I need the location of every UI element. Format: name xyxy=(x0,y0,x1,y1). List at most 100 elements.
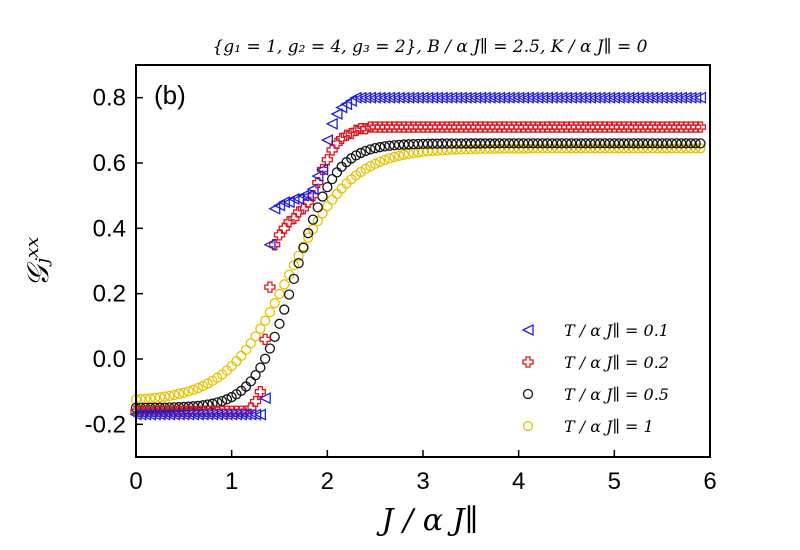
data-point xyxy=(240,344,252,356)
legend-label: T / α J∥ = 0.2 xyxy=(564,353,669,372)
data-point xyxy=(389,151,400,163)
data-point xyxy=(695,138,706,149)
data-point xyxy=(316,163,329,176)
legend: T / α J∥ = 0.1 T / α J∥ = 0.2 T / α J∥ = 0… xyxy=(521,321,669,436)
data-point xyxy=(379,141,390,152)
data-point xyxy=(417,146,429,158)
data-point xyxy=(249,408,262,421)
data-point xyxy=(292,206,305,218)
data-point xyxy=(374,142,386,153)
data-point xyxy=(316,163,329,176)
data-point xyxy=(254,386,267,398)
data-point xyxy=(154,392,166,403)
x-tick-label: 5 xyxy=(608,468,621,495)
data-point xyxy=(164,390,175,402)
x-tick-label: 6 xyxy=(703,468,716,495)
data-point xyxy=(365,161,376,172)
legend-label: T / α J∥ = 1 xyxy=(564,417,654,436)
data-point xyxy=(297,203,310,215)
data-point xyxy=(374,156,386,167)
data-point xyxy=(274,288,285,300)
data-point xyxy=(322,201,333,212)
data-point xyxy=(245,376,256,387)
data-point xyxy=(303,228,314,239)
data-point xyxy=(259,333,271,346)
data-point xyxy=(325,117,338,130)
x-tick-label: 0 xyxy=(129,468,142,495)
data-point xyxy=(321,154,333,166)
data-point xyxy=(326,173,338,185)
data-point xyxy=(253,408,267,421)
data-point xyxy=(193,382,204,394)
data-point xyxy=(277,196,290,209)
data-point xyxy=(370,143,381,154)
legend-marker xyxy=(522,356,534,368)
data-point xyxy=(379,154,390,166)
data-point xyxy=(296,189,310,202)
data-point xyxy=(320,134,333,147)
data-point xyxy=(694,121,707,133)
data-point xyxy=(365,144,376,155)
data-point xyxy=(159,391,170,402)
data-point xyxy=(264,306,276,318)
legend-label: T / α J∥ = 0.5 xyxy=(564,385,669,404)
data-point xyxy=(317,191,328,202)
data-point xyxy=(345,127,357,140)
legend-marker xyxy=(521,323,534,337)
data-point xyxy=(312,215,323,227)
data-point xyxy=(249,395,262,408)
data-point xyxy=(303,232,314,243)
data-point xyxy=(298,242,309,253)
data-point xyxy=(269,298,280,309)
y-tick-label: 0.4 xyxy=(93,215,126,242)
data-point xyxy=(331,188,343,200)
series-1 xyxy=(130,121,707,417)
data-point xyxy=(288,212,300,225)
data-point xyxy=(693,91,707,104)
data-point xyxy=(236,350,247,362)
legend-label: T / α J∥ = 0.1 xyxy=(564,321,669,340)
data-point xyxy=(331,167,343,178)
data-point xyxy=(689,91,702,104)
data-point xyxy=(283,289,295,300)
y-tick-label: 0.6 xyxy=(93,150,126,177)
data-point xyxy=(259,353,271,364)
data-point xyxy=(287,192,300,205)
data-point xyxy=(312,176,324,189)
data-point xyxy=(178,387,189,398)
data-point xyxy=(312,202,323,213)
data-point xyxy=(255,362,266,373)
data-point xyxy=(245,338,256,349)
y-tick-label: 0.8 xyxy=(93,85,126,112)
data-point xyxy=(311,170,324,183)
data-point xyxy=(350,150,362,161)
x-tick-label: 1 xyxy=(225,468,238,495)
legend-marker xyxy=(522,420,534,432)
data-point xyxy=(360,145,371,157)
chart-title: {g₁ = 1, g₂ = 4, g₃ = 2}, B / α J∥ = 2.5… xyxy=(213,37,648,57)
data-point xyxy=(255,323,266,334)
data-point xyxy=(183,386,194,397)
panel-label: (b) xyxy=(154,80,186,110)
data-point xyxy=(350,124,362,136)
data-point xyxy=(149,392,161,404)
data-point xyxy=(279,304,290,315)
data-point xyxy=(370,158,381,169)
data-point xyxy=(359,123,372,135)
data-point xyxy=(283,216,295,228)
data-point xyxy=(306,183,319,196)
data-point xyxy=(216,395,228,407)
data-point xyxy=(207,398,218,409)
y-axis-label: 𝒢ⱼˣˣ xyxy=(21,236,56,287)
data-point xyxy=(322,181,333,193)
data-point xyxy=(274,318,285,329)
data-point xyxy=(330,107,343,121)
data-point xyxy=(259,315,271,326)
data-point xyxy=(258,392,271,405)
data-point xyxy=(355,147,366,159)
x-tick-label: 3 xyxy=(416,468,429,495)
data-point xyxy=(384,153,395,164)
legend-marker xyxy=(522,388,534,400)
x-tick-label: 2 xyxy=(321,468,334,495)
data-point xyxy=(169,389,180,401)
